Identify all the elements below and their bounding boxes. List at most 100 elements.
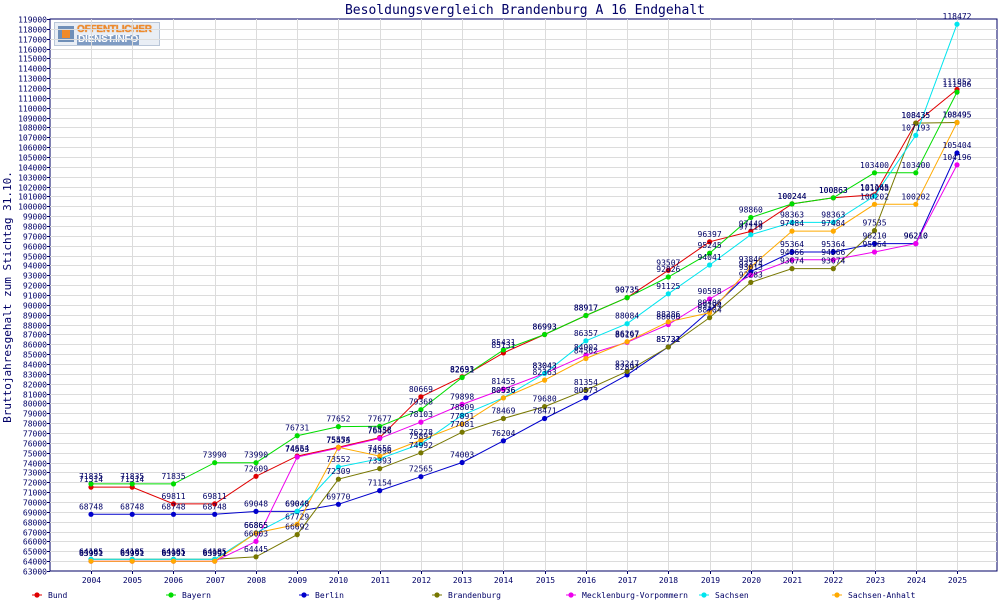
data-label: 103400 [901, 161, 930, 170]
data-point [707, 239, 713, 245]
legend-label: Sachsen-Anhalt [848, 591, 916, 600]
data-label: 76278 [409, 428, 433, 437]
data-label: 91125 [656, 282, 680, 291]
data-point [459, 374, 465, 381]
data-point [294, 433, 300, 439]
data-label: 93374 [739, 260, 763, 269]
data-label: 73990 [244, 451, 268, 460]
y-tick-label: 116000 [18, 46, 47, 55]
data-label: 88704 [698, 306, 722, 315]
data-label: 92826 [656, 265, 680, 274]
data-label: 63991 [79, 549, 103, 558]
series-line [91, 122, 958, 560]
x-tick-label: 2012 [412, 576, 431, 585]
data-point [954, 21, 960, 27]
data-label: 64185 [120, 547, 144, 556]
data-point [665, 274, 671, 280]
data-point [748, 232, 754, 238]
data-point [212, 501, 218, 507]
series-line [91, 24, 958, 560]
y-tick-label: 76000 [23, 440, 47, 449]
y-tick-label: 91000 [23, 292, 47, 301]
data-point [665, 267, 671, 273]
data-label: 85731 [656, 335, 680, 344]
y-tick-label: 98000 [23, 223, 47, 232]
y-tick-label: 83000 [23, 371, 47, 380]
grid [49, 18, 998, 572]
legend-swatch-marker [301, 592, 307, 598]
data-label: 72609 [244, 464, 268, 473]
data-point [707, 310, 713, 316]
data-point [335, 501, 341, 507]
data-point [748, 214, 754, 221]
data-point [459, 421, 465, 427]
legend-swatch-marker [34, 592, 40, 598]
data-point [335, 464, 341, 470]
y-tick-label: 110000 [18, 105, 47, 114]
data-point [170, 501, 177, 507]
data-point [789, 228, 795, 234]
y-tick-label: 106000 [18, 144, 47, 153]
data-point [789, 266, 795, 272]
data-label: 78809 [450, 403, 474, 412]
y-tick-label: 118000 [18, 26, 47, 35]
data-label: 97535 [862, 219, 886, 228]
data-label: 86197 [615, 330, 639, 339]
data-label: 69048 [285, 499, 309, 508]
y-tick-label: 78000 [23, 420, 47, 429]
data-label: 69770 [326, 492, 350, 501]
data-label: 94041 [698, 253, 722, 262]
data-label: 111852 [943, 78, 972, 87]
data-label: 64185 [161, 547, 185, 556]
data-label: 83247 [615, 359, 639, 368]
data-label: 118472 [943, 12, 972, 21]
data-label: 75897 [409, 432, 433, 441]
data-label: 83043 [533, 361, 557, 370]
data-label: 71514 [79, 475, 103, 484]
data-label: 90735 [615, 286, 639, 295]
data-point [789, 219, 795, 225]
y-tick-label: 93000 [23, 272, 47, 281]
data-label: 82363 [533, 368, 557, 377]
y-tick-label: 73000 [23, 469, 47, 478]
data-label: 77652 [326, 415, 350, 424]
data-point [624, 321, 630, 327]
data-point [170, 511, 177, 517]
data-label: 93674 [780, 257, 804, 266]
data-label: 89406 [698, 299, 722, 308]
data-label: 68748 [203, 502, 227, 511]
data-point [542, 331, 548, 338]
data-point [418, 407, 424, 413]
chart-title: Besoldungsvergleich Brandenburg A 16 End… [345, 3, 705, 18]
data-label: 88917 [574, 304, 598, 313]
legend-label: Bayern [182, 591, 211, 600]
y-tick-label: 119000 [18, 16, 47, 25]
data-point [129, 511, 135, 517]
data-label: 74003 [450, 451, 474, 460]
data-point [871, 249, 878, 255]
x-tick-label: 2005 [123, 576, 142, 585]
data-label: 100863 [819, 186, 848, 195]
data-point [871, 193, 878, 199]
data-label: 64185 [79, 547, 103, 556]
data-point [377, 488, 383, 494]
data-label: 66865 [244, 521, 268, 530]
x-axis-ticks: 2004 2005 2006 2007 2008 2009 2010 2011 2012 2013… [82, 571, 967, 585]
data-label: 66865 [244, 521, 268, 530]
data-point [459, 412, 465, 418]
data-label: 98860 [739, 206, 763, 215]
data-label: 79898 [450, 392, 474, 401]
data-point [830, 228, 836, 234]
data-point [954, 150, 960, 156]
data-point [830, 257, 836, 263]
data-label: 103400 [860, 161, 889, 170]
y-tick-label: 68000 [23, 519, 47, 528]
data-label: 84902 [574, 343, 598, 352]
data-label: 107193 [901, 123, 930, 132]
data-label: 95364 [862, 240, 886, 249]
data-label: 97449 [739, 219, 763, 228]
data-point [913, 241, 919, 247]
y-tick-label: 117000 [18, 36, 47, 45]
data-point [418, 394, 424, 400]
data-point [500, 386, 506, 392]
